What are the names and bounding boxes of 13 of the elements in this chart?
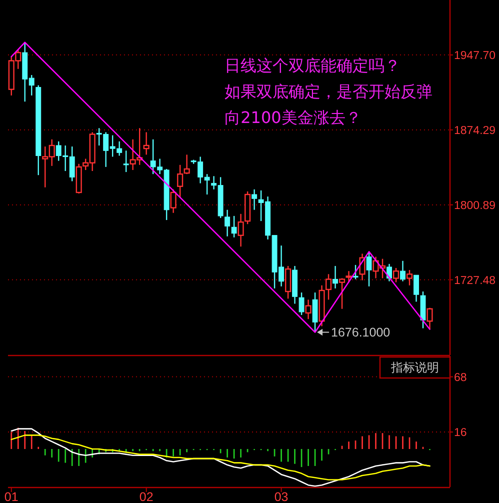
xtick: 02 xyxy=(139,490,154,503)
ytick: 16 xyxy=(454,427,467,439)
ytick: 1874.29 xyxy=(454,124,496,137)
note: 日线这个双底能确定吗？ xyxy=(224,56,401,75)
note: 如果双底确定，是否开始反弹向2100美金涨去？ xyxy=(224,82,433,127)
note: 指标说明 xyxy=(391,360,439,374)
ytick: 68 xyxy=(454,372,467,384)
xtick: 01 xyxy=(4,490,18,503)
ytick: 1947.70 xyxy=(454,50,496,62)
note: 1676.1000 xyxy=(331,326,390,340)
ytick: 1800.89 xyxy=(454,200,496,212)
ytick: 1727.48 xyxy=(454,274,496,287)
xtick: 03 xyxy=(274,490,288,503)
